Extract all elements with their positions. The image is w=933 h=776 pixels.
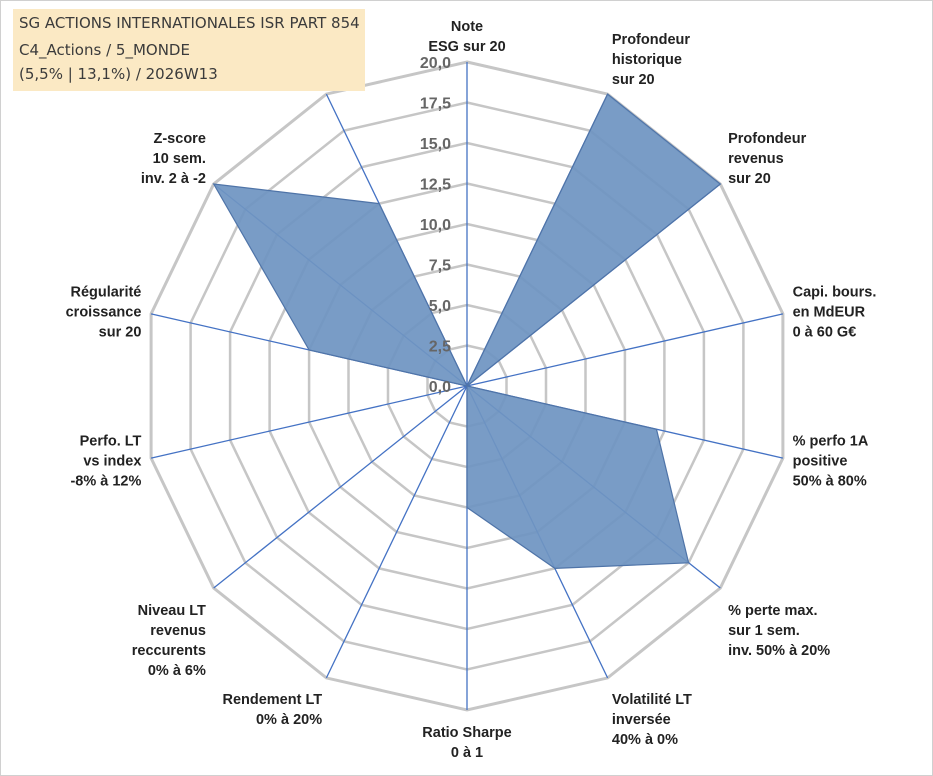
category-label-line: inversée — [612, 712, 671, 728]
category-label-line: sur 20 — [728, 171, 771, 187]
axis-spoke — [466, 313, 784, 387]
radial-tick-label: 2,5 — [429, 339, 451, 356]
category-label-line: Z-score — [154, 131, 206, 147]
category-label-line: Ratio Sharpe — [422, 725, 511, 741]
category-label-line: reccurents — [132, 643, 206, 659]
category-label-line: Perfo. LT — [80, 433, 142, 449]
category-label-line: Profondeur — [728, 131, 806, 147]
series-area — [212, 93, 722, 570]
radial-tick-label: 12,5 — [420, 177, 451, 194]
chart-title: SG ACTIONS INTERNATIONALES ISR PART 854 — [19, 14, 360, 32]
category-label-line: Capi. bours. — [793, 285, 877, 301]
axis-spoke — [213, 385, 468, 589]
category-label-line: 40% à 0% — [612, 732, 678, 748]
category-label-line: Volatilité LT — [612, 692, 692, 708]
series-layer — [212, 93, 722, 570]
category-label-line: croissance — [66, 305, 142, 321]
category-label-line: % perte max. — [728, 603, 817, 619]
radial-tick-label: 0,0 — [429, 379, 451, 396]
category-label: Niveau LT revenus reccurents 0% à 6% — [132, 603, 206, 679]
radial-tick-label: 15,0 — [420, 136, 451, 153]
category-label-line: revenus — [150, 623, 206, 639]
category-label-line: vs index — [83, 453, 141, 469]
category-label-line: 0% à 6% — [148, 663, 206, 679]
category-label-line: revenus — [728, 151, 784, 167]
category-label-line: 50% à 80% — [793, 473, 867, 489]
category-label: Profondeur revenus sur 20 — [728, 131, 806, 187]
category-label-line: historique — [612, 52, 682, 68]
category-label-line: ESG sur 20 — [428, 39, 505, 55]
category-label-line: 0% à 20% — [256, 712, 322, 728]
category-label-line: inv. 2 à -2 — [141, 171, 206, 187]
category-label: Z-score 10 sem. inv. 2 à -2 — [141, 131, 206, 187]
category-label-line: inv. 50% à 20% — [728, 643, 830, 659]
category-label: Régularité croissance sur 20 — [66, 285, 142, 341]
category-label: Profondeur historique sur 20 — [612, 32, 690, 88]
category-label-line: en MdEUR — [793, 305, 866, 321]
category-label: % perfo 1A positive 50% à 80% — [793, 433, 869, 489]
category-label-line: 0 à 1 — [451, 745, 483, 761]
category-label-line: Rendement LT — [222, 692, 322, 708]
category-label-line: 10 sem. — [153, 151, 206, 167]
axis-spoke — [325, 385, 468, 679]
radial-tick-label: 17,5 — [420, 96, 451, 113]
radial-tick-label: 20,0 — [420, 55, 451, 72]
category-label: Rendement LT 0% à 20% — [222, 692, 322, 728]
category-label-line: Niveau LT — [138, 603, 206, 619]
category-label: Note ESG sur 20 — [428, 19, 505, 55]
period-subtitle: (5,5% | 13,1%) / 2026W13 — [19, 65, 218, 83]
radial-tick-labels: 0,0 2,5 5,0 7,5 10,0 12,5 15,0 17,5 20,0 — [420, 55, 451, 396]
category-label-line: % perfo 1A — [793, 433, 869, 449]
axis-spoke — [150, 385, 468, 459]
category-label-line: sur 1 sem. — [728, 623, 800, 639]
category-label-line: -8% à 12% — [70, 473, 141, 489]
category-label-line: 0 à 60 G€ — [793, 325, 857, 341]
category-label: Capi. bours. en MdEUR 0 à 60 G€ — [793, 285, 877, 341]
category-label-line: Profondeur — [612, 32, 690, 48]
category-label-line: positive — [793, 453, 848, 469]
radial-tick-label: 10,0 — [420, 217, 451, 234]
category-label: Ratio Sharpe 0 à 1 — [422, 725, 511, 761]
category-subtitle: C4_Actions / 5_MONDE — [19, 41, 190, 59]
category-label: % perte max. sur 1 sem. inv. 50% à 20% — [728, 603, 830, 659]
category-label-line: sur 20 — [612, 72, 655, 88]
radial-tick-label: 5,0 — [429, 298, 451, 315]
category-label: Volatilité LT inversée 40% à 0% — [612, 692, 692, 748]
radial-tick-label: 7,5 — [429, 258, 451, 275]
category-label-line: Régularité — [70, 285, 141, 301]
category-label-line: Note — [451, 19, 483, 35]
category-label: Perfo. LT vs index -8% à 12% — [70, 433, 141, 489]
category-label-line: sur 20 — [99, 325, 142, 341]
title-box: SG ACTIONS INTERNATIONALES ISR PART 854 … — [13, 9, 365, 91]
